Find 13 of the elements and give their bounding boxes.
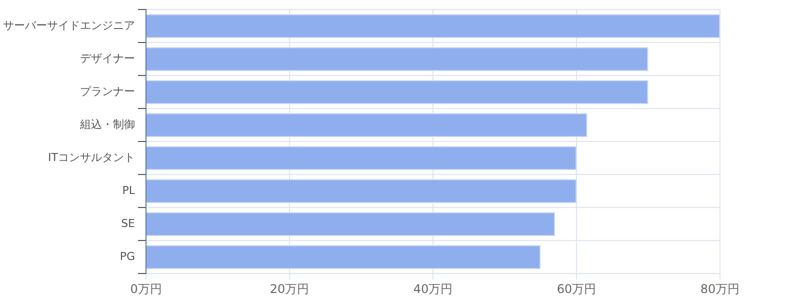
y-tick-label: プランナー (80, 84, 135, 98)
y-tick-label: デザイナー (80, 52, 135, 65)
x-tick-label: 0万円 (130, 282, 162, 296)
y-tick-label: PL (122, 184, 136, 197)
y-tick-label: ITコンサルタント (48, 150, 135, 164)
y-tick-label: SE (121, 216, 136, 230)
x-tick-label: 20万円 (270, 282, 310, 296)
y-tick-label: PG (120, 250, 135, 263)
x-tick-label: 40万円 (413, 282, 453, 296)
x-tick-label: 80万円 (700, 282, 740, 296)
y-tick-label: サーバーサイドエンジニア (3, 18, 135, 32)
y-tick-label: 組込・制御 (79, 118, 135, 131)
x-tick-label: 60万円 (556, 282, 596, 296)
